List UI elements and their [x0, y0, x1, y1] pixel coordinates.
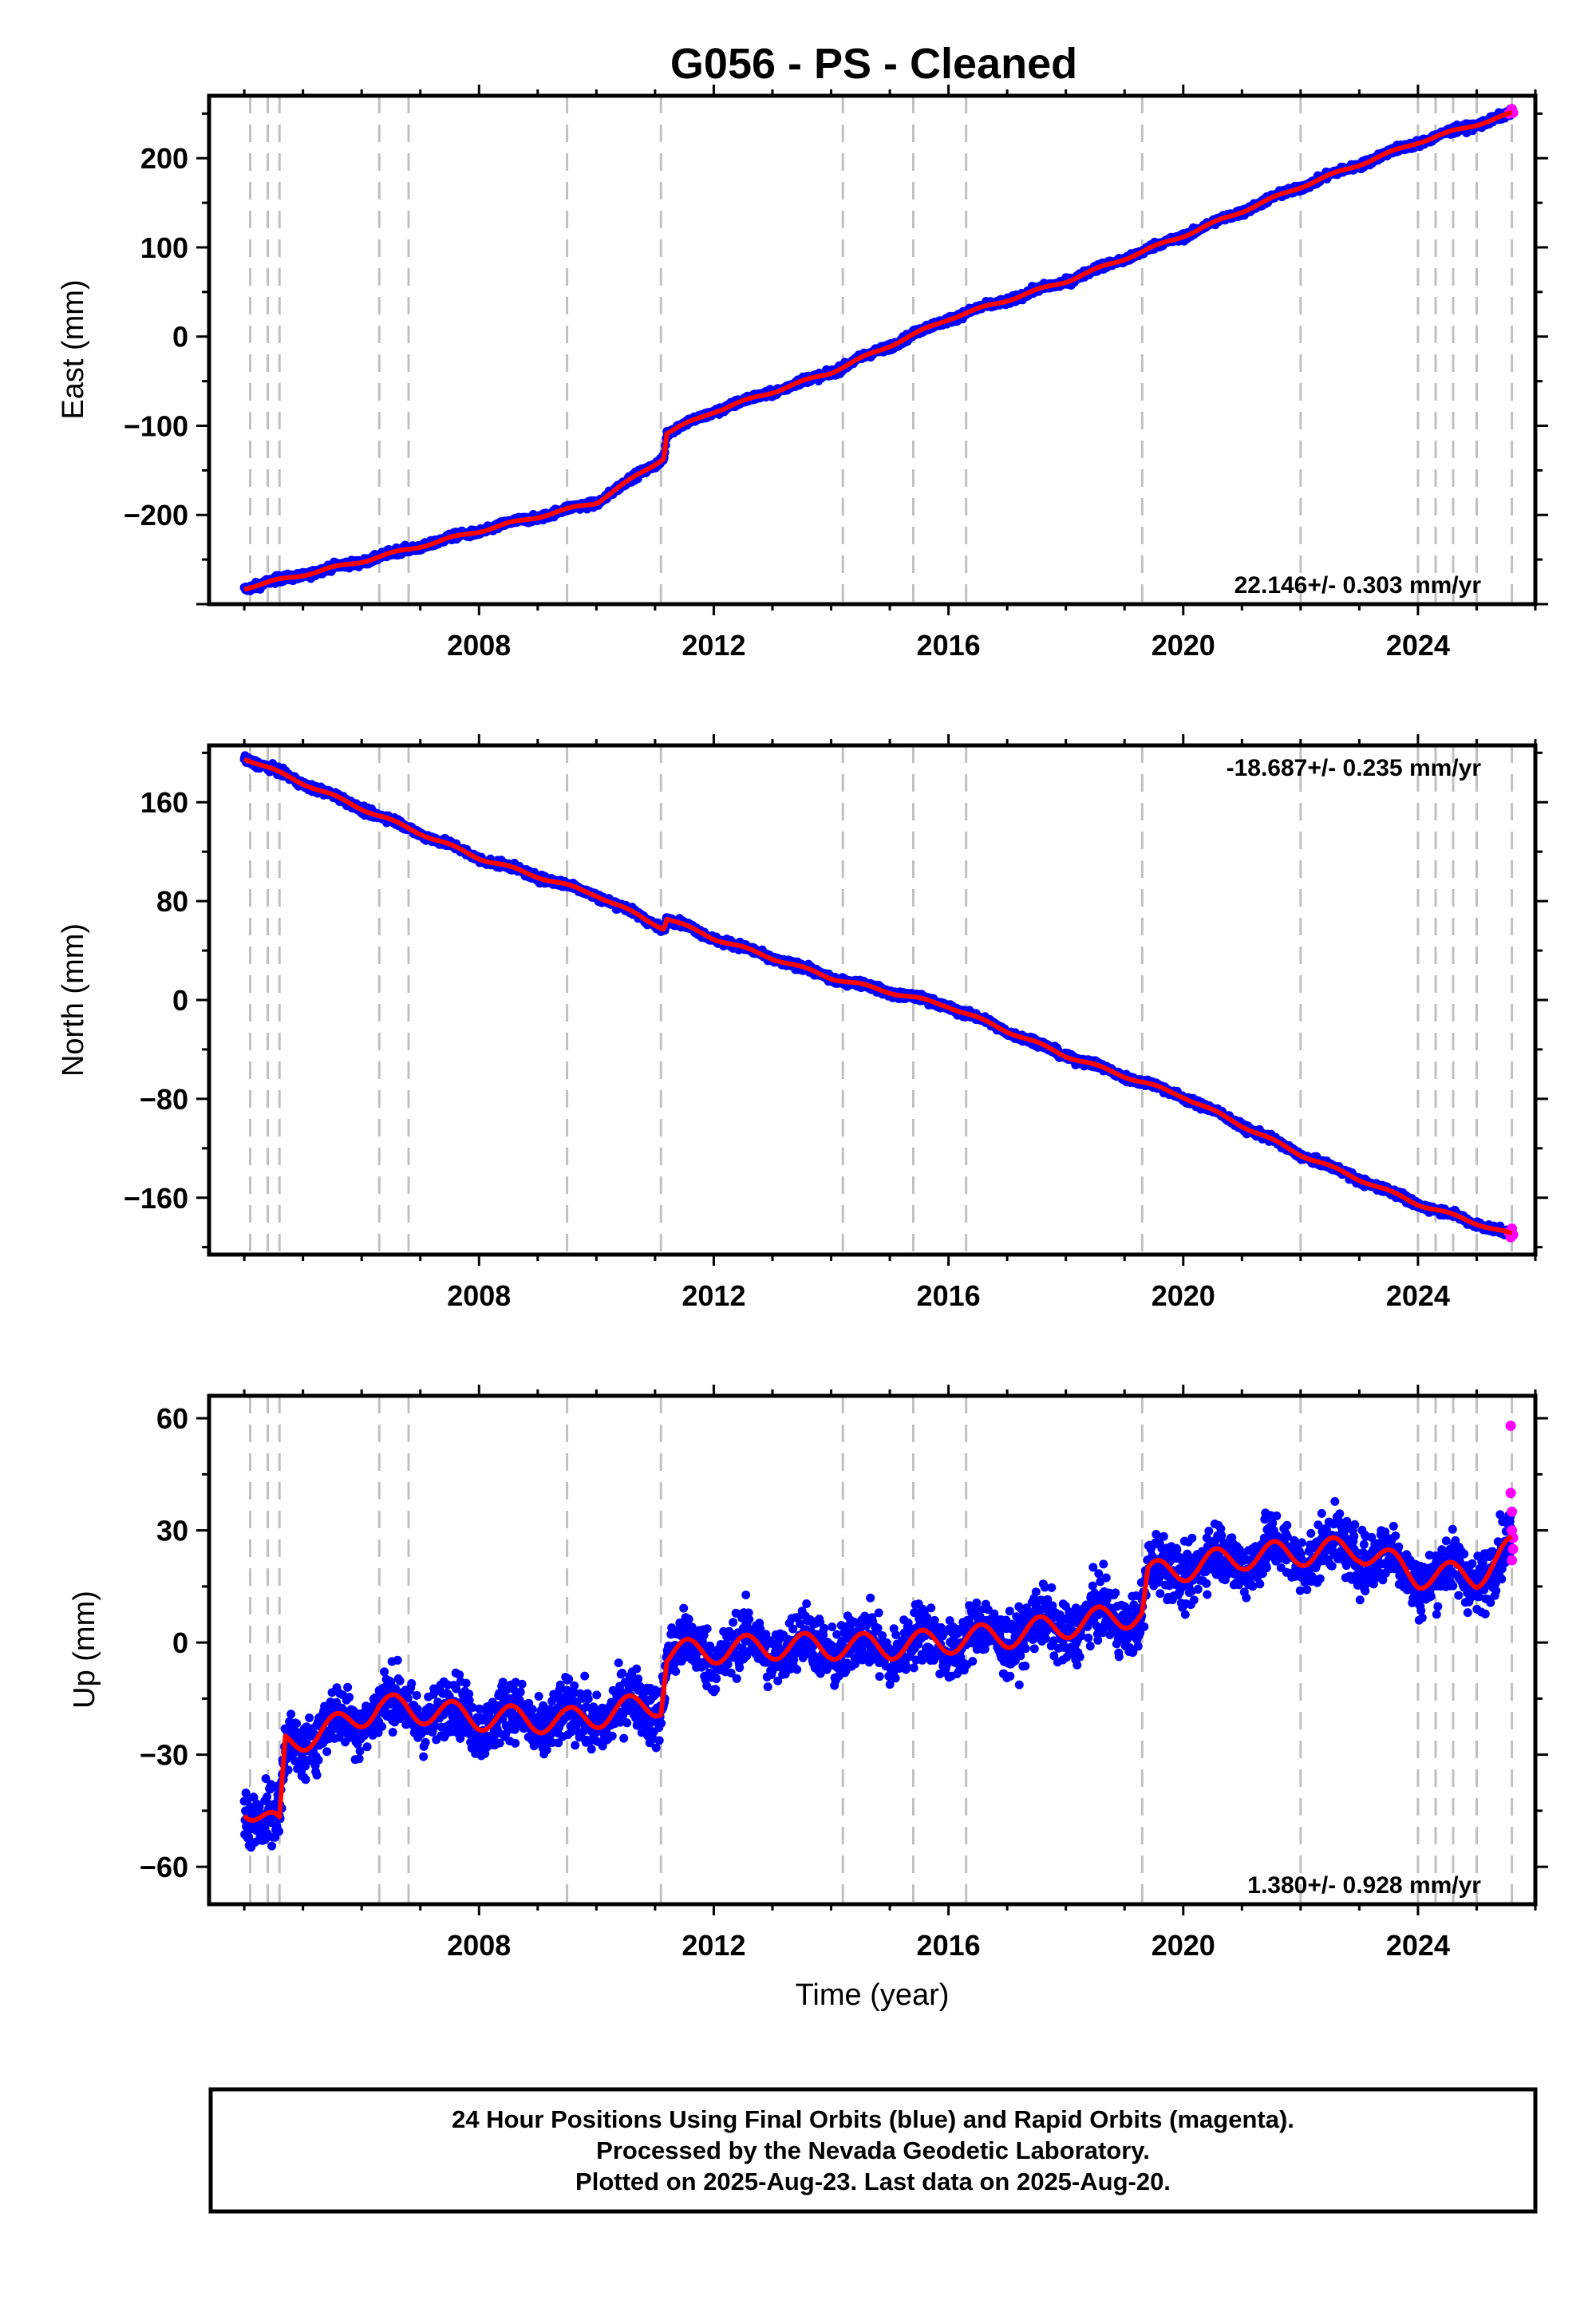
- east-data-layer: [239, 96, 1519, 604]
- east-x-tick-label: 2020: [1152, 629, 1215, 662]
- east-rate-label: 22.146+/- 0.303 mm/yr: [1235, 572, 1482, 599]
- east-ticks: 2008 2012 2016 2020 2024 −200 −100 0 100 200: [124, 85, 1548, 662]
- east-model-fit-line: [243, 109, 1514, 592]
- east-axes-frame: [207, 93, 1538, 607]
- north-data-layer: [239, 745, 1519, 1255]
- east-y-tick-label: 200: [140, 142, 188, 175]
- east-x-tick-label: 2008: [447, 629, 511, 662]
- east-y-axis-label: East (mm): [57, 279, 90, 419]
- east-y-tick-label: −200: [124, 499, 188, 532]
- panel-east: 2008 2012 2016 2020 2024 −200 −100 0 100 200 East…: [57, 85, 1548, 662]
- east-y-tick-label: −100: [124, 409, 188, 442]
- east-x-tick-label: 2016: [917, 629, 981, 662]
- east-x-tick-label: 2012: [681, 629, 745, 662]
- east-rapid-point: [1507, 107, 1519, 118]
- east-y-tick-label: 100: [140, 231, 188, 264]
- east-x-tick-label: 2024: [1386, 629, 1450, 662]
- east-y-tick-label: 0: [172, 321, 188, 354]
- figure-title: G056 - PS - Cleaned: [670, 40, 1077, 88]
